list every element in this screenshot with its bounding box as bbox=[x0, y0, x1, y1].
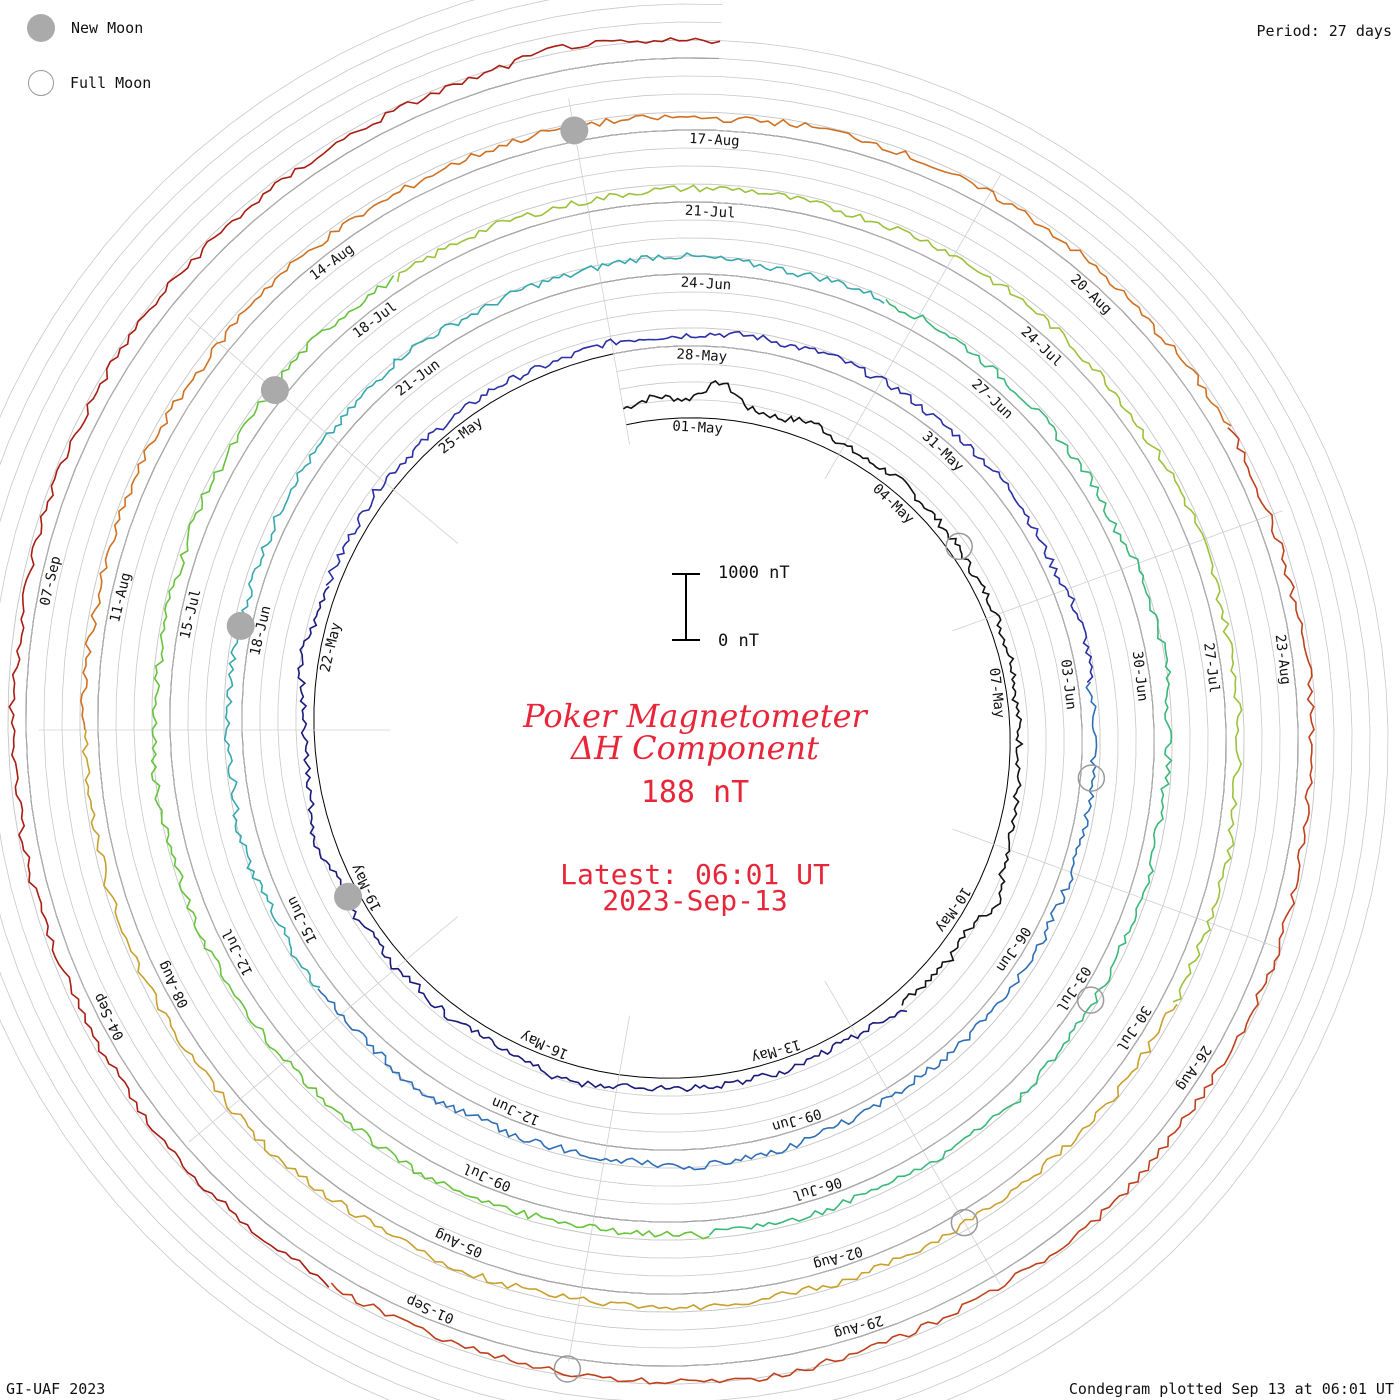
legend-full-moon: Full Moon bbox=[28, 70, 151, 96]
moon-layer bbox=[226, 116, 1106, 1383]
spoke-line bbox=[824, 174, 1001, 480]
series-2-line bbox=[325, 330, 1094, 683]
date-label: 07-May bbox=[986, 667, 1008, 719]
latest-time: Latest: 06:01 UT bbox=[560, 858, 830, 891]
date-label: 21-Jul bbox=[684, 203, 735, 222]
grid-spiral bbox=[0, 0, 1371, 1400]
date-label: 05-Aug bbox=[432, 1226, 485, 1261]
date-label: 03-Jun bbox=[1057, 659, 1079, 711]
date-label: 27-Jun bbox=[968, 376, 1016, 422]
date-label: 30-Jun bbox=[1129, 650, 1151, 702]
spoke-line bbox=[568, 98, 631, 445]
date-label: 22-May bbox=[317, 621, 344, 674]
date-label: 16-May bbox=[518, 1027, 571, 1062]
spoke-line bbox=[188, 916, 459, 1143]
grid-spiral bbox=[0, 3, 1353, 1400]
series-4-line bbox=[223, 252, 885, 988]
full-moon-marker bbox=[950, 1208, 979, 1237]
series-1-line bbox=[297, 586, 907, 1093]
date-label: 24-Jun bbox=[680, 275, 731, 294]
date-label: 18-Jul bbox=[350, 299, 400, 342]
date-label: 25-May bbox=[436, 414, 486, 457]
series-9-line bbox=[80, 114, 1232, 731]
spoke-line bbox=[188, 317, 459, 544]
series-8-line bbox=[81, 729, 1178, 1311]
date-label: 07-Sep bbox=[37, 554, 64, 607]
date-label: 21-Jun bbox=[393, 357, 443, 400]
scale-bar bbox=[672, 573, 700, 641]
legend-new-moon: New Moon bbox=[27, 14, 143, 42]
current-value: 188 nT bbox=[640, 775, 750, 810]
date-label: 23-Aug bbox=[1272, 633, 1294, 685]
spoke-layer bbox=[38, 98, 1283, 1362]
footer-plot-time: Condegram plotted Sep 13 at 06:01 UT bbox=[1068, 1380, 1394, 1398]
full-moon-marker bbox=[1076, 986, 1105, 1014]
scale-bottom-label: 0 nT bbox=[718, 631, 759, 651]
date-label: 28-May bbox=[676, 347, 727, 366]
full-moon-marker bbox=[1077, 764, 1106, 792]
date-label: 12-Jun bbox=[489, 1093, 542, 1128]
new-moon-marker bbox=[226, 611, 255, 640]
period-label: Period: 27 days bbox=[1256, 22, 1392, 40]
chart-title: Poker Magnetometer bbox=[523, 697, 867, 735]
full-moon-icon bbox=[28, 70, 54, 96]
new-moon-marker bbox=[560, 116, 589, 145]
series-layer bbox=[8, 37, 1315, 1385]
new-moon-marker bbox=[334, 882, 363, 911]
date-label: 27-Jul bbox=[1200, 642, 1222, 694]
new-moon-icon bbox=[27, 14, 55, 42]
new-moon-marker bbox=[260, 376, 289, 405]
spoke-line bbox=[952, 510, 1283, 632]
spoke-line bbox=[568, 1015, 631, 1362]
date-label: 09-Jul bbox=[461, 1160, 514, 1195]
series-5-line bbox=[708, 298, 1173, 1236]
spoke-line bbox=[952, 828, 1283, 950]
series-3-line bbox=[317, 681, 1098, 1171]
date-label: 15-Jul bbox=[177, 588, 204, 641]
grid-spiral bbox=[0, 21, 1335, 1400]
legend-new-moon-label: New Moon bbox=[71, 19, 144, 37]
series-10-line bbox=[330, 427, 1315, 1385]
series-6-line bbox=[150, 275, 710, 1240]
date-label: 24-Jul bbox=[1018, 324, 1066, 370]
date-label: 01-May bbox=[672, 418, 723, 437]
latest-date: 2023-Sep-13 bbox=[602, 884, 788, 917]
date-label: 17-Aug bbox=[689, 131, 740, 150]
footer-credit: GI-UAF 2023 bbox=[6, 1380, 106, 1398]
full-moon-marker bbox=[945, 532, 973, 561]
series-0-line bbox=[622, 380, 1024, 1006]
date-label: 11-Aug bbox=[107, 571, 134, 624]
date-label: 01-Sep bbox=[404, 1292, 457, 1327]
series-7-line bbox=[396, 184, 1243, 1003]
spoke-line bbox=[824, 980, 1001, 1286]
full-moon-marker bbox=[553, 1355, 582, 1383]
chart-subtitle: ΔH Component bbox=[570, 729, 820, 767]
series-11-line bbox=[8, 37, 721, 1288]
legend-full-moon-label: Full Moon bbox=[70, 74, 152, 92]
scale-top-label: 1000 nT bbox=[718, 563, 790, 583]
